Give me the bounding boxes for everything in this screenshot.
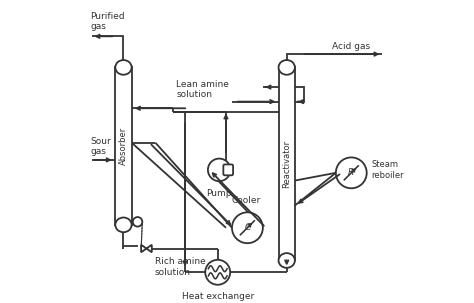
Text: R: R — [348, 168, 355, 177]
Ellipse shape — [279, 60, 295, 75]
Ellipse shape — [279, 253, 295, 268]
Text: Cooler: Cooler — [231, 196, 261, 205]
Polygon shape — [146, 245, 152, 252]
Text: Reactivator: Reactivator — [282, 140, 291, 188]
Ellipse shape — [115, 218, 132, 232]
Text: Acid gas: Acid gas — [332, 42, 370, 51]
Text: Steam
reboiler: Steam reboiler — [371, 160, 404, 180]
Circle shape — [232, 212, 263, 243]
Text: Heat exchanger: Heat exchanger — [182, 292, 254, 301]
Text: C: C — [244, 223, 251, 232]
Circle shape — [208, 158, 230, 181]
Circle shape — [336, 158, 367, 188]
Bar — [279, 67, 295, 261]
FancyBboxPatch shape — [223, 165, 233, 175]
Circle shape — [205, 260, 230, 285]
Text: Pump: Pump — [207, 189, 232, 198]
Text: Lean amine
solution: Lean amine solution — [176, 80, 229, 99]
Text: Absorber: Absorber — [119, 127, 128, 165]
Text: Purified
gas: Purified gas — [90, 12, 125, 31]
Polygon shape — [141, 245, 146, 252]
Ellipse shape — [115, 60, 132, 75]
Text: Sour
gas: Sour gas — [90, 137, 111, 156]
Bar — [115, 67, 132, 225]
Circle shape — [133, 217, 142, 227]
Text: Rich amine
solution: Rich amine solution — [155, 258, 206, 277]
